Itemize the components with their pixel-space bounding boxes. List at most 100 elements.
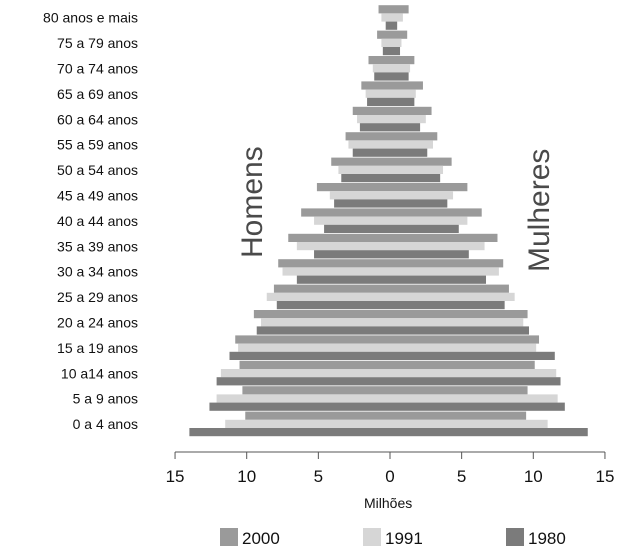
bar-men-1991 (381, 13, 390, 22)
bar-women-1980 (390, 199, 448, 208)
bar-women-1991 (390, 64, 411, 73)
age-group-label: 50 a 54 anos (57, 162, 138, 178)
age-group-label: 35 a 39 anos (57, 238, 138, 254)
bar-men-2000 (368, 56, 390, 65)
legend: 2000 1991 1980 (220, 528, 566, 548)
legend-swatch-2000 (220, 528, 238, 546)
bar-men-1991 (282, 267, 390, 276)
bar-men-2000 (378, 5, 390, 14)
age-group-label: 80 anos e mais (43, 10, 138, 26)
bar-men-1991 (266, 292, 390, 301)
bar-women-1991 (390, 242, 485, 251)
bars-group (189, 5, 588, 437)
bar-women-1991 (390, 216, 468, 225)
bar-women-1991 (390, 191, 454, 200)
legend-swatch-1991 (363, 528, 381, 546)
bar-women-1991 (390, 419, 548, 428)
bar-men-1980 (382, 47, 390, 56)
bar-women-2000 (390, 259, 504, 268)
bar-women-2000 (390, 208, 482, 217)
x-tick-label: 10 (524, 467, 543, 486)
bar-women-1980 (390, 123, 421, 132)
bar-women-1991 (390, 165, 444, 174)
x-tick-label: 0 (385, 467, 394, 486)
x-tick-label: 15 (166, 467, 185, 486)
bar-women-1991 (390, 38, 402, 47)
x-tick-label: 5 (457, 467, 466, 486)
bar-women-2000 (390, 132, 438, 141)
age-group-label: 40 a 44 anos (57, 213, 138, 229)
bar-women-1980 (390, 377, 561, 386)
legend-label-2000: 2000 (242, 529, 280, 548)
side-label-men: Homens (236, 146, 269, 258)
bar-women-2000 (390, 56, 415, 65)
bar-men-1980 (276, 301, 390, 310)
bar-men-1991 (348, 140, 390, 149)
bar-men-1980 (359, 123, 390, 132)
age-group-label: 10 a14 anos (61, 365, 138, 381)
bar-men-1991 (314, 216, 390, 225)
legend-label-1980: 1980 (528, 529, 566, 548)
bar-women-2000 (390, 81, 423, 90)
bar-men-1991 (238, 343, 390, 352)
age-group-labels: 0 a 4 anos 5 a 9 anos 10 a14 anos 15 a 19 a… (43, 10, 138, 432)
age-group-label: 55 a 59 anos (57, 137, 138, 153)
bar-women-1980 (390, 148, 428, 157)
bar-men-1991 (381, 38, 390, 47)
bar-women-2000 (390, 30, 408, 39)
bar-women-1980 (390, 428, 588, 437)
age-group-label: 30 a 34 anos (57, 264, 138, 280)
bar-men-1991 (365, 89, 390, 98)
bar-men-2000 (361, 81, 390, 90)
bar-women-1980 (390, 326, 530, 335)
bar-women-2000 (390, 5, 409, 14)
bar-men-1991 (338, 165, 390, 174)
bar-men-2000 (278, 259, 390, 268)
bar-women-2000 (390, 233, 498, 242)
bar-women-1991 (390, 115, 426, 124)
bar-women-1991 (390, 394, 558, 403)
bar-men-1980 (229, 351, 390, 360)
bar-women-1991 (390, 140, 433, 149)
bar-men-1980 (352, 148, 390, 157)
age-group-label: 0 a 4 anos (73, 416, 138, 432)
bar-women-1980 (390, 275, 487, 284)
x-tick-label: 15 (595, 467, 614, 486)
side-label-women: Mulheres (523, 149, 556, 272)
bar-women-1980 (390, 250, 469, 259)
bar-women-1980 (390, 301, 505, 310)
bar-women-2000 (390, 310, 528, 319)
bar-men-1980 (374, 72, 390, 81)
bar-men-2000 (345, 132, 390, 141)
bar-men-2000 (239, 360, 390, 369)
age-group-label: 70 a 74 anos (57, 61, 138, 77)
bar-men-1991 (216, 394, 390, 403)
age-group-label: 25 a 29 anos (57, 289, 138, 305)
bar-women-1980 (390, 351, 555, 360)
age-group-label: 5 a 9 anos (73, 391, 138, 407)
age-group-label: 65 a 69 anos (57, 86, 138, 102)
bar-women-2000 (390, 183, 468, 192)
bar-men-2000 (377, 30, 390, 39)
bar-women-1980 (390, 402, 565, 411)
x-tick-label: 5 (314, 467, 323, 486)
bar-women-1991 (390, 369, 557, 378)
bar-men-2000 (316, 183, 390, 192)
bar-men-2000 (331, 157, 390, 166)
bar-women-1991 (390, 292, 515, 301)
bar-women-1980 (390, 174, 441, 183)
bar-men-2000 (235, 335, 390, 344)
bar-women-1980 (390, 97, 415, 106)
bar-women-2000 (390, 360, 535, 369)
bar-women-2000 (390, 411, 527, 420)
bar-men-2000 (253, 310, 390, 319)
bar-men-1991 (329, 191, 390, 200)
x-axis-label: Milhões (364, 495, 412, 511)
bar-men-2000 (288, 233, 390, 242)
bar-women-2000 (390, 106, 432, 115)
bar-men-1991 (357, 115, 390, 124)
bar-men-1980 (314, 250, 390, 259)
bar-men-1980 (189, 428, 390, 437)
age-group-label: 20 a 24 anos (57, 315, 138, 331)
